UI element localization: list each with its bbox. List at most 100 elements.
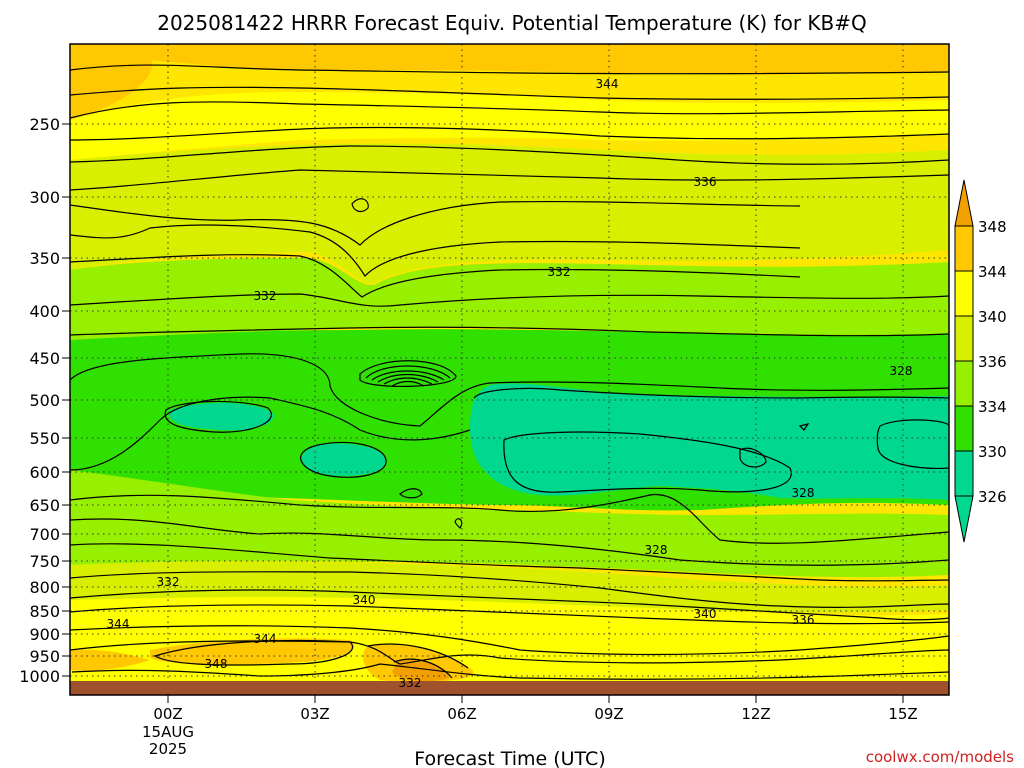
contour-line <box>70 145 949 165</box>
contour-line <box>876 419 949 469</box>
contour-line <box>70 126 949 141</box>
contour-line <box>153 639 353 666</box>
contour-line <box>164 400 272 433</box>
contour-labels: 344 336 332 332 328 328 328 332 340 340 344 344 348 3… <box>107 77 913 690</box>
color-band <box>169 402 274 431</box>
contour-label: 332 <box>157 575 180 589</box>
y-tick-label: 800 <box>29 578 60 597</box>
contour-label: 340 <box>694 607 717 621</box>
color-band <box>301 443 387 476</box>
contour-line <box>70 169 949 191</box>
y-tick-label: 300 <box>29 188 60 207</box>
contour-label: 348 <box>205 657 228 671</box>
y-tick-label: 600 <box>29 463 60 482</box>
x-tick-label: 12Z <box>741 705 770 723</box>
color-band <box>70 56 153 120</box>
y-tick-label: 650 <box>29 496 60 515</box>
contour-label: 336 <box>694 175 717 189</box>
colorbar-segment <box>954 225 974 272</box>
y-tick-label: 250 <box>29 115 60 134</box>
contour-line <box>351 198 369 213</box>
color-band <box>740 448 766 467</box>
contour-line <box>359 360 457 387</box>
x-tick-sublabel: 15AUG <box>142 723 194 741</box>
y-tick-label: 1000 <box>19 667 60 686</box>
y-tick-label: 500 <box>29 391 60 410</box>
y-tick-label: 450 <box>29 349 60 368</box>
contour-line <box>70 604 949 625</box>
y-axis: 250 300 350 400 450 500 550 600 650 700 750 800 850 9… <box>19 115 70 686</box>
contour-line <box>70 200 801 246</box>
contour-line <box>503 431 792 493</box>
x-tick-label: 03Z <box>300 705 329 723</box>
color-band <box>70 44 949 75</box>
contour-line <box>70 571 949 608</box>
contour-line <box>365 365 451 379</box>
colorbar-segment <box>954 405 974 452</box>
plot-frame <box>69 43 950 696</box>
colorbar-upper-arrow <box>954 179 974 227</box>
color-band <box>878 418 949 470</box>
y-tick-label: 350 <box>29 249 60 268</box>
colorbar-segment <box>954 270 974 317</box>
contour-line <box>383 377 433 385</box>
color-band <box>70 649 150 671</box>
contour-lines <box>70 64 949 680</box>
contour-label: 344 <box>596 77 619 91</box>
contour-label: 344 <box>254 632 277 646</box>
contour-line <box>70 353 949 427</box>
colorbar-segment <box>954 450 974 497</box>
contour-label: 336 <box>792 613 815 627</box>
color-band <box>70 257 949 340</box>
color-band <box>150 638 355 665</box>
contour-line <box>70 293 949 307</box>
colorbar-segment <box>954 315 974 362</box>
x-tick-sublabel: 2025 <box>149 740 187 758</box>
grid-lines <box>70 44 949 695</box>
colorbar-label: 330 <box>978 443 1007 461</box>
contour-line <box>399 488 423 499</box>
colorbar-label: 340 <box>978 308 1007 326</box>
x-tick-label: 15Z <box>888 705 917 723</box>
contour-line <box>377 373 439 383</box>
colorbar-label: 326 <box>978 488 1007 506</box>
contour-label: 332 <box>254 289 277 303</box>
contour-line <box>393 658 453 679</box>
y-tick-label: 750 <box>29 552 60 571</box>
color-band <box>70 470 949 578</box>
color-band <box>70 561 949 613</box>
contour-label: 332 <box>399 676 422 690</box>
contour-line <box>70 589 949 621</box>
contour-label: 328 <box>792 486 815 500</box>
contour-line <box>70 543 949 582</box>
chart-title: 2025081422 HRRR Forecast Equiv. Potentia… <box>157 11 867 35</box>
contour-line <box>70 101 949 119</box>
colorbar-lower-arrow <box>954 495 974 543</box>
x-tick-label: 06Z <box>447 705 476 723</box>
contour-line <box>371 370 445 381</box>
contour-line <box>70 494 949 544</box>
y-tick-label: 550 <box>29 429 60 448</box>
contour-line <box>70 64 949 75</box>
ground-surface <box>70 681 949 695</box>
contour-label: 340 <box>353 593 376 607</box>
colorbar-label: 344 <box>978 263 1007 281</box>
color-band <box>470 383 949 500</box>
contour-line <box>70 86 949 100</box>
contour-label: 332 <box>548 265 571 279</box>
contour-line <box>300 441 387 478</box>
contour-line <box>70 625 949 656</box>
x-axis-label: Forecast Time (UTC) <box>414 748 605 768</box>
contour-line <box>70 254 801 298</box>
contour-line <box>391 380 425 387</box>
y-tick-label: 700 <box>29 525 60 544</box>
contour-line <box>798 423 810 431</box>
x-tick-label: 09Z <box>594 705 623 723</box>
colorbar-segment <box>954 360 974 407</box>
contour-label: 328 <box>645 543 668 557</box>
colorbar-label: 334 <box>978 398 1007 416</box>
contour-line <box>473 387 949 399</box>
x-tick-label: 00Z <box>153 705 182 723</box>
plot-area <box>70 44 949 695</box>
